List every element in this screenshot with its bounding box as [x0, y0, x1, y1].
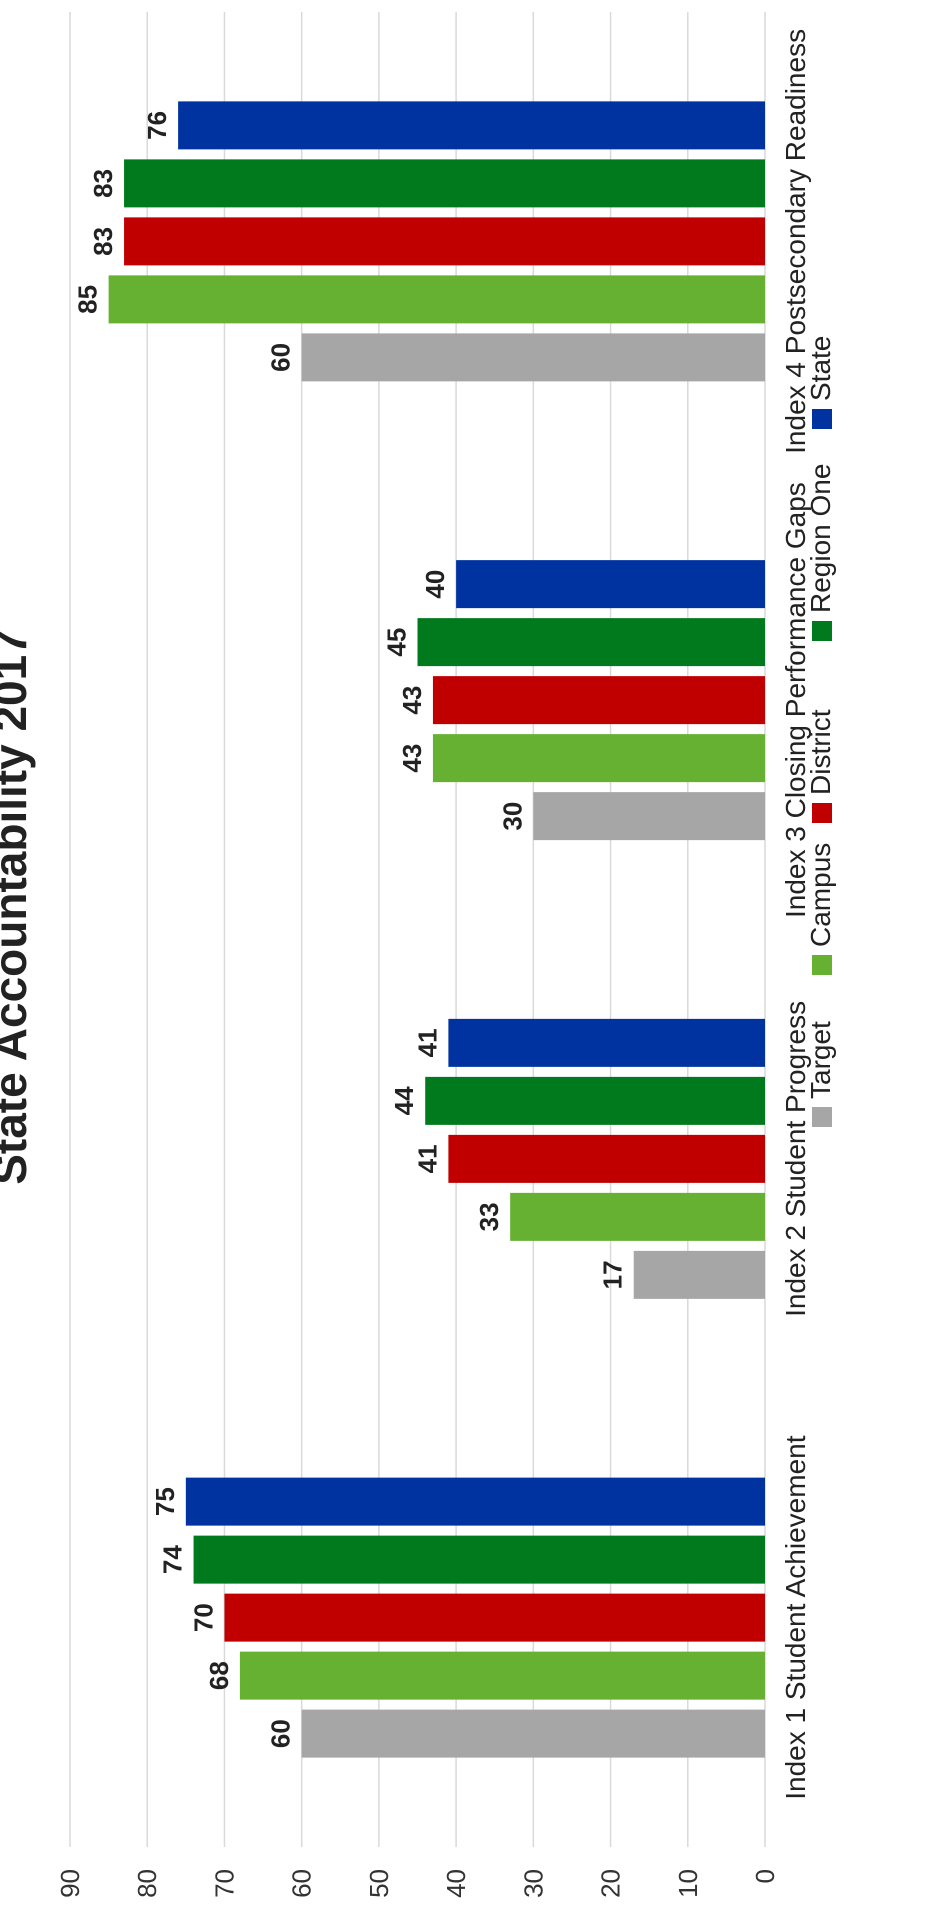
category-label: Index 4 Postsecondary Readiness [780, 29, 811, 454]
y-tick-label: 0 [750, 1869, 780, 1883]
data-label: 75 [150, 1487, 180, 1516]
bar-state [185, 1477, 766, 1526]
data-label: 70 [188, 1603, 218, 1632]
y-tick-label: 50 [364, 1869, 394, 1898]
y-tick-label: 10 [673, 1869, 703, 1898]
chart-title: State Accountability 2017 [0, 629, 36, 1185]
data-label: 83 [88, 169, 118, 198]
data-label: 41 [412, 1144, 442, 1173]
data-label: 40 [420, 570, 450, 599]
legend-swatch [812, 621, 832, 641]
data-label: 43 [397, 686, 427, 715]
y-tick-label: 80 [132, 1869, 162, 1898]
bars [108, 101, 766, 1758]
y-tick-label: 60 [287, 1869, 317, 1898]
data-label: 43 [397, 744, 427, 773]
category-label: Index 2 Student Progress [780, 1001, 811, 1317]
data-label: 17 [598, 1260, 628, 1289]
chart-rotated-group: 6068707475173341444130434345406085838376… [0, 12, 836, 1898]
data-label: 68 [204, 1661, 234, 1690]
bar-district [448, 1134, 765, 1183]
y-tick-label: 40 [441, 1869, 471, 1898]
y-tick-label: 20 [596, 1869, 626, 1898]
bar-target [301, 333, 765, 382]
y-tick-labels: 0 10 20 30 40 50 60 70 80 90 [55, 1869, 780, 1898]
y-tick-label: 70 [209, 1869, 239, 1898]
data-label: 60 [266, 343, 296, 372]
bar-region-one [193, 1535, 766, 1584]
data-label: 44 [389, 1086, 419, 1115]
legend-label: District [805, 709, 836, 795]
data-label: 33 [474, 1202, 504, 1231]
legend-swatch [812, 409, 832, 429]
category-label: Index 1 Student Achievement [780, 1435, 811, 1799]
bar-target [301, 1709, 765, 1758]
category-label: Index 3 Closing Performance Gaps [780, 482, 811, 918]
bar-region-one [124, 159, 766, 208]
bar-target [533, 792, 765, 841]
category-labels: Index 1 Student Achievement Index 2 Stude… [780, 29, 811, 1800]
data-label: 83 [88, 227, 118, 256]
data-label: 41 [412, 1028, 442, 1057]
legend: Target Campus District Region One State [805, 336, 836, 1127]
bar-region-one [417, 618, 765, 667]
bar-target [633, 1250, 765, 1299]
data-label: 30 [497, 802, 527, 831]
legend-swatch [812, 803, 832, 823]
legend-swatch [812, 955, 832, 975]
bar-campus [239, 1651, 765, 1700]
legend-label: Region One [805, 464, 836, 613]
data-label: 76 [142, 111, 172, 140]
legend-label: Target [805, 1021, 836, 1099]
data-label: 60 [266, 1719, 296, 1748]
legend-swatch [812, 1107, 832, 1127]
bar-campus [108, 275, 766, 324]
legend-label: State [805, 336, 836, 401]
y-tick-label: 30 [518, 1869, 548, 1898]
bar-district [432, 676, 765, 725]
bar-campus [510, 1192, 765, 1241]
bar-state [456, 560, 765, 609]
bar-state [178, 101, 766, 150]
data-label: 85 [73, 285, 103, 314]
bar-campus [432, 734, 765, 783]
data-label: 45 [382, 628, 412, 657]
legend-label: Campus [805, 843, 836, 947]
bar-district [224, 1593, 765, 1642]
bar-district [124, 217, 766, 266]
data-label: 74 [158, 1545, 188, 1574]
bar-state [448, 1018, 765, 1067]
bar-region-one [425, 1076, 765, 1125]
y-tick-label: 90 [55, 1869, 85, 1898]
